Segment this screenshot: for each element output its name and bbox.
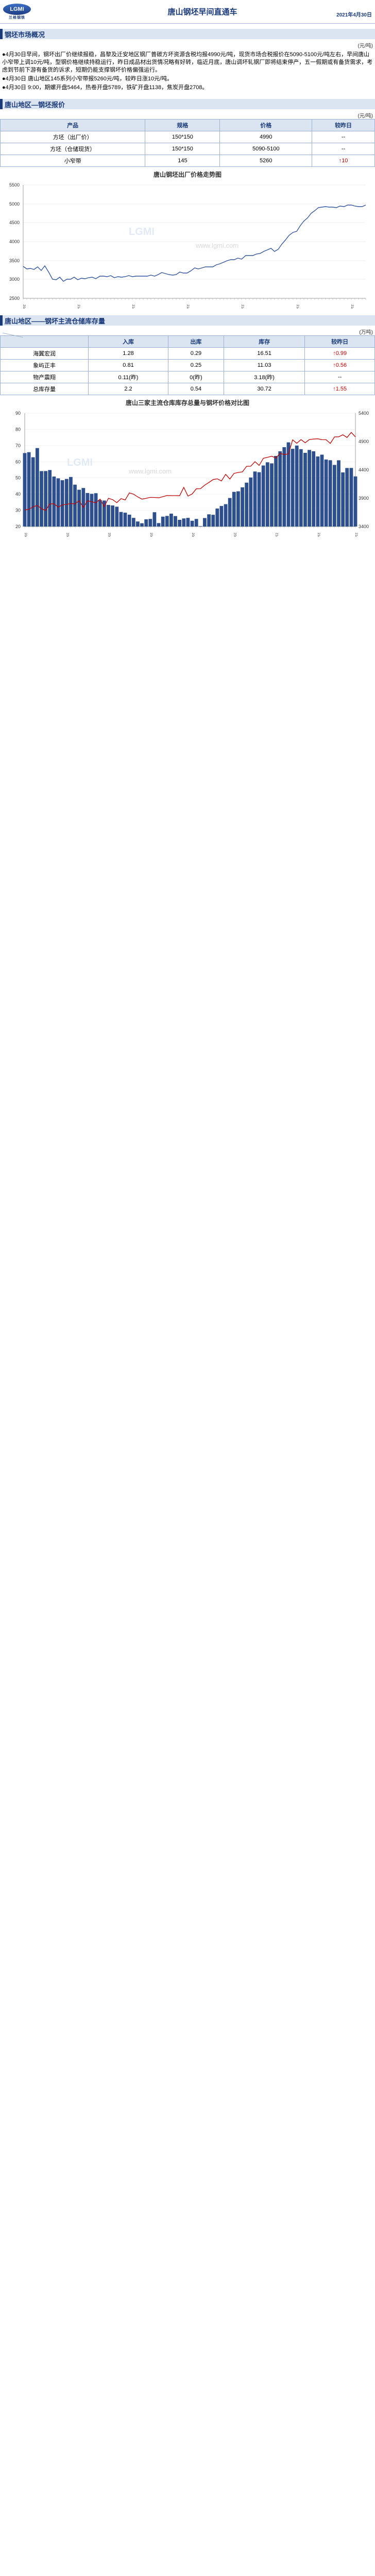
svg-text:21/1/30: 21/1/30 [131,304,135,309]
svg-text:4500: 4500 [9,220,20,225]
svg-text:21/2/24: 21/2/24 [186,304,190,309]
svg-text:21/4/28: 21/4/28 [350,304,354,309]
svg-text:40: 40 [15,492,21,497]
svg-text:20/1/4: 20/1/4 [24,533,27,537]
svg-text:20/3/4: 20/3/4 [65,533,69,537]
svg-text:21/1/5: 21/1/5 [77,304,80,309]
svg-text:60: 60 [15,459,21,464]
svg-text:20/7/4: 20/7/4 [149,533,153,537]
svg-text:20/11/4: 20/11/4 [233,533,236,537]
svg-text:5400: 5400 [359,411,369,416]
svg-text:21/4/29: 21/4/29 [354,533,358,537]
svg-text:50: 50 [15,476,21,481]
svg-text:21/4/7: 21/4/7 [296,304,299,309]
svg-text:21/1/4: 21/1/4 [275,533,279,537]
svg-text:80: 80 [15,427,21,432]
svg-text:90: 90 [15,411,21,416]
svg-text:4400: 4400 [359,467,369,472]
svg-text:20: 20 [15,524,21,529]
svg-text:4000: 4000 [9,239,20,244]
svg-text:5500: 5500 [9,182,20,188]
svg-text:30: 30 [15,508,21,513]
svg-text:21/3/19: 21/3/19 [241,304,244,309]
svg-text:3500: 3500 [9,258,20,263]
svg-text:3900: 3900 [359,496,369,501]
svg-text:20/5/4: 20/5/4 [108,533,111,537]
svg-text:20/11/16: 20/11/16 [22,304,26,309]
svg-text:4900: 4900 [359,439,369,444]
svg-text:70: 70 [15,443,21,448]
svg-text:3400: 3400 [359,524,369,529]
svg-text:2500: 2500 [9,296,20,301]
svg-text:20/9/4: 20/9/4 [191,533,195,537]
svg-text:3000: 3000 [9,277,20,282]
svg-text:21/3/4: 21/3/4 [317,533,320,537]
svg-text:5000: 5000 [9,201,20,207]
